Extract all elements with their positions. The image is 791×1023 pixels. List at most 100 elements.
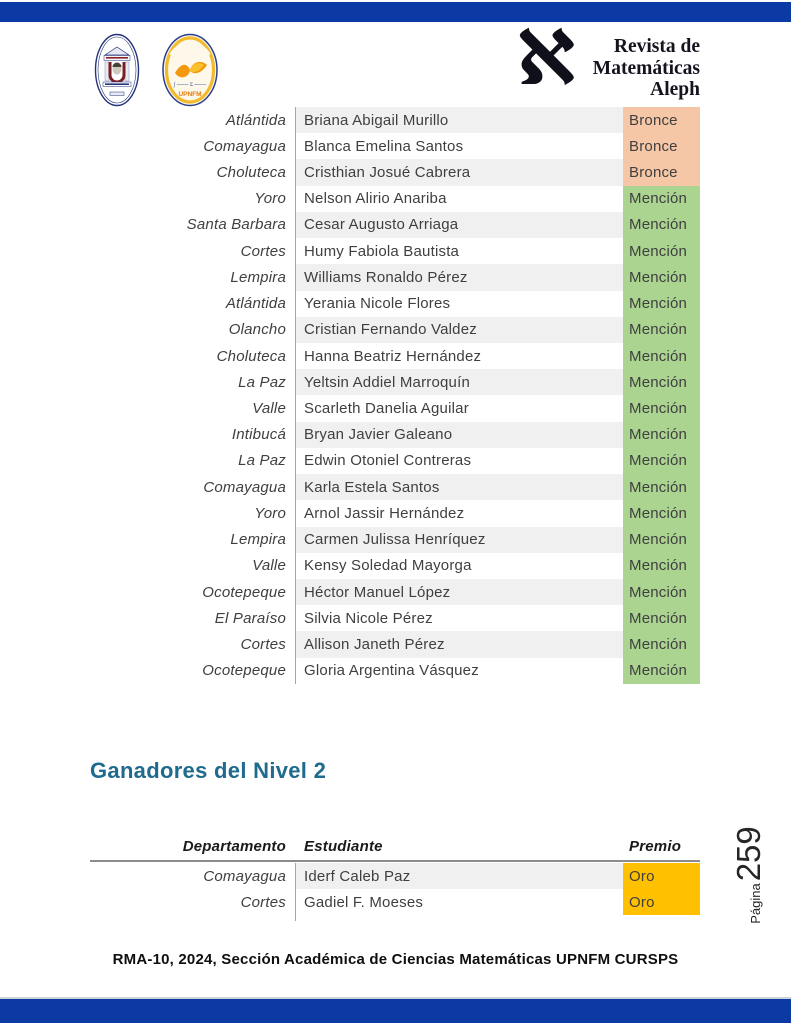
estudiante-cell: Carmen Julissa Henríquez	[295, 526, 623, 553]
premio-badge: Bronce	[623, 159, 700, 186]
premio-badge: Mención	[623, 211, 700, 239]
premio-badge: Mención	[623, 500, 700, 527]
estudiante-cell: Yeltsin Addiel Marroquín	[295, 369, 623, 396]
departamento-cell: Comayagua	[203, 137, 286, 155]
table2-header-estudiante: Estudiante	[304, 837, 383, 855]
aleph-symbol-icon: ℵ	[516, 13, 577, 102]
journal-title: Revista de Matemáticas Aleph	[593, 36, 700, 101]
table-row: Ocotepeque Gloria Argentina Vásquez Menció…	[90, 657, 700, 684]
departamento-cell: Cortes	[240, 242, 286, 260]
departamento-cell: Choluteca	[216, 164, 286, 182]
estudiante-cell: Hanna Beatriz Hernández	[304, 347, 482, 365]
table-row: Yoro Arnol Jassir Hernández Mención	[90, 500, 700, 527]
premio-badge: Mención	[623, 316, 700, 343]
departamento-cell: Valle	[252, 400, 286, 418]
estudiante-cell: Silvia Nicole Pérez	[304, 609, 433, 627]
table-row: Comayagua Iderf Caleb Paz Oro	[90, 863, 700, 890]
table-row: Comayagua Karla Estela Santos Mención	[90, 474, 700, 501]
journal-title-line-2: Matemáticas	[592, 57, 700, 79]
table-row: El Paraíso Silvia Nicole Pérez Mención	[90, 605, 700, 632]
table-row: La Paz Yeltsin Addiel Marroquín Mención	[90, 369, 700, 396]
premio-badge: Mención	[623, 578, 700, 606]
premio-badge: Oro	[623, 889, 700, 916]
table-row: Choluteca Cristhian Josué Cabrera Bronce	[90, 159, 700, 186]
premio-badge: Mención	[623, 395, 700, 422]
table-row: Cortes Allison Janeth Pérez Mención	[90, 631, 700, 658]
premio-badge: Mención	[623, 264, 700, 291]
premio-badge: Bronce	[623, 133, 700, 160]
table-row: Olancho Cristian Fernando Valdez Mención	[90, 316, 700, 343]
premio-badge: Mención	[623, 185, 700, 212]
section-title-nivel2: Ganadores del Nivel 2	[90, 758, 327, 783]
winners-table-level2: Comayagua Iderf Caleb Paz Oro Cortes Gadiel …	[90, 863, 700, 916]
bottom-border-bar	[0, 999, 791, 1023]
departamento-cell: Valle	[252, 557, 286, 575]
bottom-divider-line	[0, 997, 791, 999]
table-row: Valle Scarleth Danelia Aguilar Mención	[90, 395, 700, 422]
departamento-cell: Yoro	[254, 504, 286, 522]
table-row: Yoro Nelson Alirio Anariba Mención	[90, 185, 700, 212]
footer-citation: RMA-10, 2024, Sección Académica de Cienc…	[112, 951, 679, 968]
premio-badge: Mención	[623, 290, 700, 317]
premio-badge: Mención	[623, 474, 700, 501]
table-row: Intibucá Bryan Javier Galeano Mención	[90, 421, 700, 448]
upnfm-crest-image	[94, 33, 140, 107]
departamento-cell: Yoro	[254, 190, 286, 208]
page-number: Página 259	[730, 815, 774, 935]
estudiante-cell: Yerania Nicole Flores	[304, 295, 451, 313]
premio-badge: Mención	[623, 238, 700, 265]
table-row: Atlántida Yerania Nicole Flores Mención	[90, 290, 700, 317]
estudiante-cell: Humy Fabiola Bautista	[304, 242, 460, 260]
estudiante-cell: Edwin Otoniel Contreras	[304, 452, 472, 470]
departamento-cell: La Paz	[238, 452, 286, 470]
table1-column-separator	[295, 107, 296, 684]
premio-badge: Bronce	[623, 107, 700, 134]
estudiante-cell: Gadiel F. Moeses	[304, 893, 424, 911]
page-number-label: Página	[748, 883, 763, 924]
estudiante-cell: Blanca Emelina Santos	[304, 137, 464, 155]
estudiante-cell: Kensy Soledad Mayorga	[304, 557, 472, 575]
premio-badge: Mención	[623, 342, 700, 370]
estudiante-cell: Williams Ronaldo Pérez	[295, 264, 623, 291]
premio-badge: Mención	[623, 369, 700, 396]
svg-text:∫ ─── Σ ───: ∫ ─── Σ ───	[173, 82, 206, 88]
departamento-cell: Lempira	[230, 531, 286, 549]
table-row: Choluteca Hanna Beatriz Hernández Mención	[90, 342, 700, 370]
table-row: Comayagua Blanca Emelina Santos Bronce	[90, 133, 700, 160]
estudiante-cell: Cristhian Josué Cabrera	[295, 159, 623, 186]
table2-header-rule	[90, 860, 700, 862]
departamento-cell: La Paz	[238, 373, 286, 391]
table-row: Ocotepeque Héctor Manuel López Mención	[90, 578, 700, 606]
departamento-cell: Olancho	[228, 321, 286, 339]
estudiante-cell: Iderf Caleb Paz	[295, 863, 623, 890]
top-border-bar	[0, 2, 791, 22]
table-row: Cortes Gadiel F. Moeses Oro	[90, 889, 700, 916]
table-row: Lempira Williams Ronaldo Pérez Mención	[90, 264, 700, 291]
departamento-cell: Atlántida	[225, 295, 286, 313]
table2-header-premio: Premio	[629, 837, 682, 855]
table2-header-departamento: Departamento	[182, 837, 286, 855]
departamento-cell: Cortes	[240, 635, 286, 653]
math-section-crest-image: ∫ ─── Σ ─── UPNFM	[162, 33, 218, 107]
departamento-cell: Intibucá	[231, 426, 286, 444]
journal-title-line-3: Aleph	[650, 79, 700, 100]
estudiante-cell: Gloria Argentina Vásquez	[304, 662, 479, 680]
departamento-cell: Choluteca	[216, 347, 286, 365]
premio-badge: Mención	[623, 657, 700, 684]
table-row: Valle Kensy Soledad Mayorga Mención	[90, 552, 700, 579]
upnfm-university-seal-icon	[94, 33, 140, 107]
departamento-cell: Comayagua	[203, 867, 286, 885]
estudiante-cell: Allison Janeth Pérez	[295, 631, 623, 658]
departamento-cell: Cortes	[240, 893, 286, 911]
departamento-cell: Lempira	[230, 268, 286, 286]
table-row: La Paz Edwin Otoniel Contreras Mención	[90, 447, 700, 475]
estudiante-cell: Héctor Manuel López	[295, 578, 623, 606]
page-number-value: 259	[730, 826, 767, 882]
departamento-cell: Santa Barbara	[186, 216, 286, 234]
departamento-cell: Ocotepeque	[202, 583, 286, 601]
departamento-cell: Atlántida	[225, 111, 286, 129]
table2-header-row: Departamento Estudiante Premio	[90, 834, 700, 858]
table-row: Santa Barbara Cesar Augusto Arriaga Menció…	[90, 211, 700, 239]
table-row: Lempira Carmen Julissa Henríquez Mención	[90, 526, 700, 553]
